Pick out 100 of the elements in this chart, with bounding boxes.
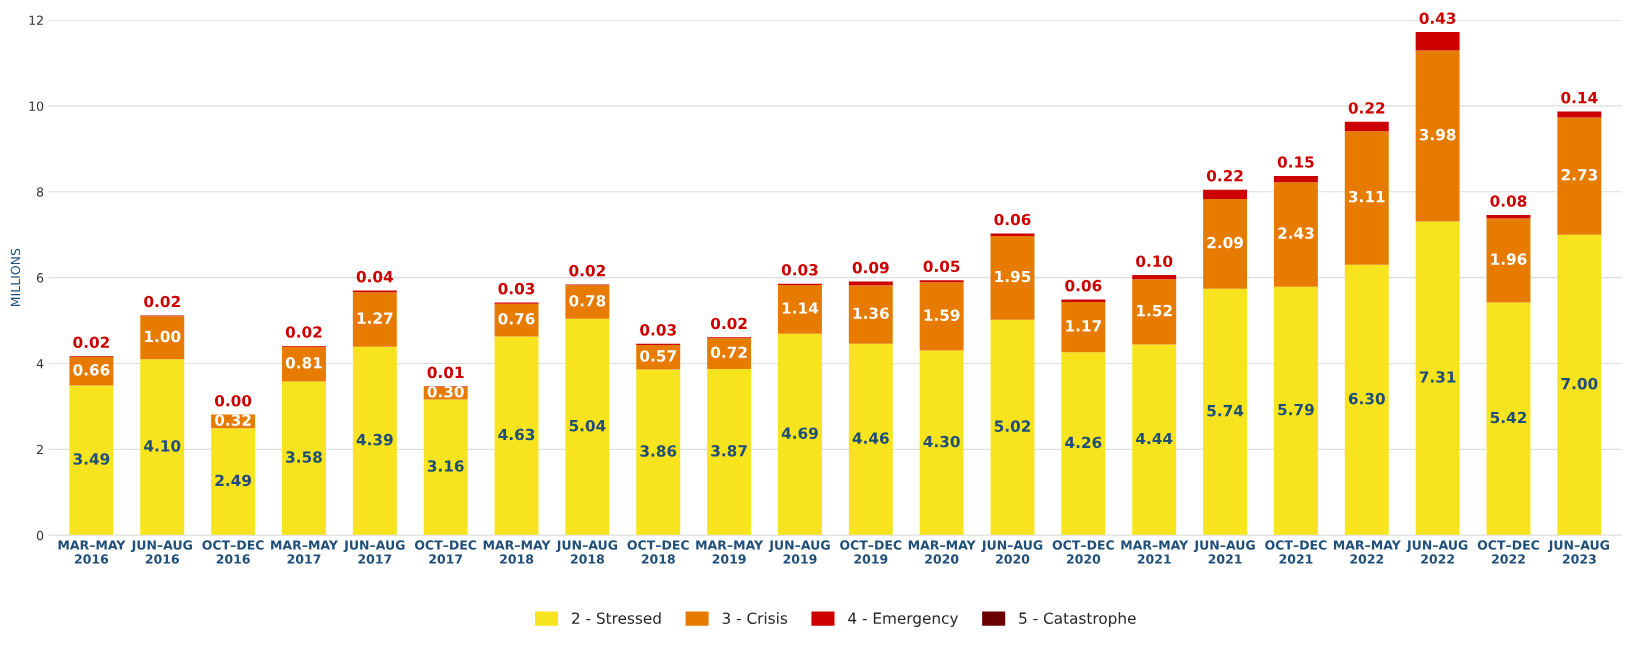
x-tick-label: MAR–MAY 2020 <box>908 540 976 564</box>
data-label: 0.06 <box>1065 279 1102 292</box>
data-label: 0.06 <box>994 213 1031 226</box>
x-tick-label: OCT–DEC 2022 <box>1477 540 1540 564</box>
data-label: 0.22 <box>1348 102 1385 114</box>
data-label: 4.26 <box>1065 436 1102 449</box>
bar <box>1486 218 1531 303</box>
bar <box>1203 199 1248 289</box>
bar <box>1344 264 1389 536</box>
data-label: 3.58 <box>286 451 322 463</box>
bar <box>1344 131 1389 265</box>
x-tick-label: JUN–AUG 2023 <box>1548 540 1610 564</box>
bar <box>990 319 1035 536</box>
legend-label: 3 - Crisis <box>722 612 788 624</box>
bar <box>1344 121 1389 132</box>
data-label: 5.04 <box>569 419 606 432</box>
bar <box>1415 50 1460 222</box>
bar <box>1273 175 1318 183</box>
legend-label: 2 - Stressed <box>572 612 661 624</box>
legend-label: 4 - Emergency <box>848 612 959 627</box>
bar <box>140 359 185 536</box>
bar <box>282 381 326 536</box>
x-tick-label: MAR–MAY 2016 <box>58 540 126 564</box>
data-label: 2.49 <box>215 474 251 487</box>
bar <box>707 369 752 536</box>
data-label: 4.63 <box>498 428 535 441</box>
y-tick-label: 8 <box>36 187 44 197</box>
data-label: 0.43 <box>1419 12 1456 24</box>
bar <box>1557 234 1602 536</box>
bar <box>1557 111 1602 118</box>
x-tick-label: JUN–AUG 2019 <box>768 540 830 564</box>
bar <box>848 281 893 286</box>
data-label: 0.03 <box>498 282 535 295</box>
data-label: 0.32 <box>215 414 251 426</box>
bar <box>1557 117 1602 235</box>
bar <box>1415 32 1460 51</box>
bar <box>69 385 114 536</box>
y-tick-label: 10 <box>29 101 44 111</box>
bar <box>211 428 256 536</box>
bar <box>919 350 964 536</box>
data-label: 4.39 <box>356 433 393 446</box>
bar <box>919 280 964 283</box>
x-tick-label: OCT–DEC 2020 <box>1052 540 1114 564</box>
x-tick-label: JUN–AUG 2020 <box>981 540 1043 564</box>
data-label: 0.03 <box>640 324 676 336</box>
x-tick-label: MAR–MAY 2018 <box>483 540 551 564</box>
data-label: 0.10 <box>1136 255 1173 267</box>
bar <box>919 282 964 351</box>
data-label: 0.30 <box>427 385 464 398</box>
bar <box>423 399 468 536</box>
data-label: 0.04 <box>356 270 393 283</box>
bar <box>777 284 822 334</box>
data-label: 0.03 <box>781 263 818 276</box>
x-tick-label: MAR–MAY 2021 <box>1121 540 1189 564</box>
data-label: 5.79 <box>1278 403 1314 416</box>
data-label: 1.52 <box>1137 304 1172 317</box>
data-label: 4.46 <box>852 432 889 444</box>
x-tick-label: MAR–MAY 2022 <box>1333 540 1401 564</box>
bar <box>848 343 893 536</box>
y-tick-label: 4 <box>36 359 44 369</box>
data-label: 0.66 <box>73 364 110 376</box>
data-label: 1.59 <box>924 309 960 321</box>
bar <box>1273 182 1318 287</box>
y-axis-title: MILLIONS <box>10 248 21 307</box>
x-tick-label: JUN–AUG 2016 <box>130 540 192 564</box>
data-label: 0.02 <box>144 295 180 308</box>
bar <box>565 318 610 536</box>
data-label: 4.69 <box>781 427 818 439</box>
y-tick-label: 12 <box>29 15 43 25</box>
data-label: 0.02 <box>710 317 747 330</box>
data-label: 7.31 <box>1419 371 1456 383</box>
data-label: 6.30 <box>1348 392 1385 405</box>
x-tick-label: JUN–AUG 2021 <box>1193 540 1255 564</box>
data-label: 1.36 <box>853 307 889 319</box>
data-label: 4.30 <box>923 435 960 448</box>
bar <box>1203 288 1248 536</box>
x-tick-label: JUN–AUG 2018 <box>556 540 618 564</box>
bar <box>1132 279 1177 345</box>
data-label: 4.10 <box>144 440 181 452</box>
y-tick-label: 2 <box>37 444 43 455</box>
data-label: 0.14 <box>1561 91 1598 104</box>
data-label: 5.42 <box>1490 411 1526 424</box>
data-label: 0.09 <box>852 261 889 274</box>
bar <box>1061 302 1106 353</box>
data-label: 1.27 <box>357 312 393 324</box>
data-label: 0.02 <box>73 336 109 349</box>
data-label: 1.95 <box>995 270 1031 283</box>
bar <box>1203 189 1248 200</box>
data-label: 1.00 <box>145 330 181 343</box>
bar <box>1132 275 1177 280</box>
x-tick-label: OCT–DEC 2016 <box>202 540 264 564</box>
y-tick-label: 6 <box>36 273 44 283</box>
data-label: 0.08 <box>1490 195 1527 207</box>
data-label: 0.02 <box>285 326 322 338</box>
data-label: 2.73 <box>1561 168 1597 181</box>
data-label: 0.72 <box>710 346 747 359</box>
data-label: 3.87 <box>711 445 747 457</box>
data-label: 0.15 <box>1277 156 1314 168</box>
data-label: 0.22 <box>1206 169 1243 182</box>
data-label: 4.44 <box>1136 432 1173 445</box>
